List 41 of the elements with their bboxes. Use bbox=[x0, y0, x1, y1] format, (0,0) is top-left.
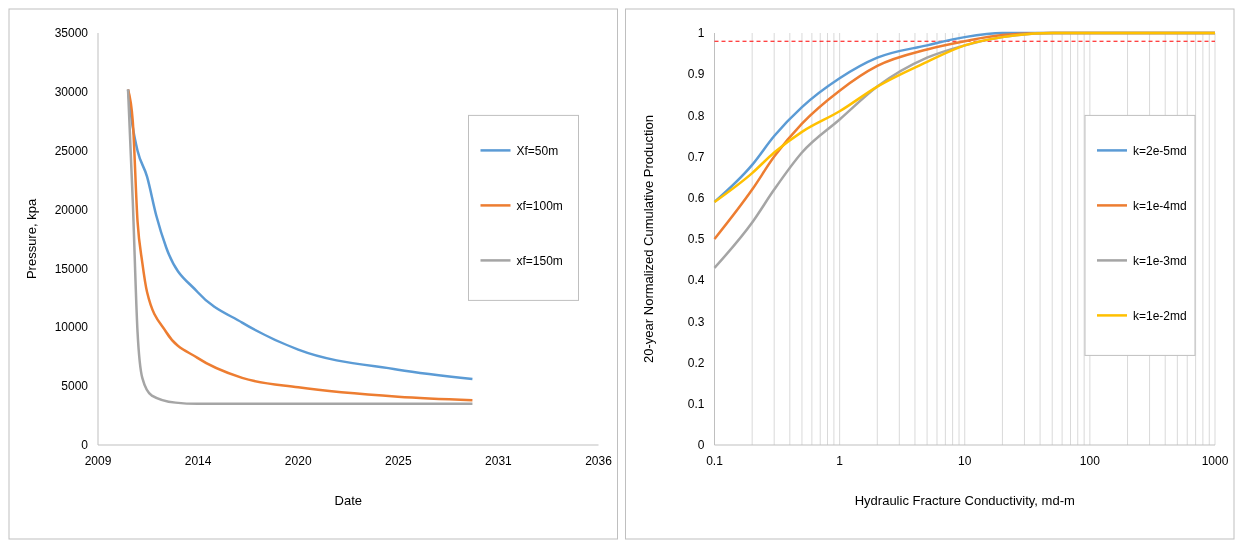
x-tick-label: 1 bbox=[836, 454, 844, 468]
y-tick-label: 0.3 bbox=[687, 314, 705, 329]
y-tick-label: 10000 bbox=[54, 320, 89, 335]
x-tick-label: 2036 bbox=[585, 454, 613, 468]
x-tick-label: 100 bbox=[1079, 454, 1101, 468]
y-axis-title: Pressure, kpa bbox=[24, 198, 39, 280]
y-tick-label: 0.2 bbox=[687, 355, 705, 370]
x-tick-label: 2009 bbox=[84, 454, 112, 468]
legend-label: k=1e-4md bbox=[1133, 198, 1187, 213]
y-tick-label: 0 bbox=[697, 438, 705, 453]
legend-label: xf=150m bbox=[516, 253, 563, 268]
y-tick-label: 0.8 bbox=[687, 108, 705, 123]
y-tick-label: 0.9 bbox=[687, 67, 705, 82]
y-tick-label: 0.1 bbox=[687, 397, 705, 411]
x-tick-label: 2020 bbox=[284, 454, 312, 468]
x-tick-label: 0.1 bbox=[706, 454, 724, 468]
x-axis-title: Date bbox=[334, 493, 362, 508]
y-tick-label: 30000 bbox=[54, 85, 89, 100]
y-axis-title: 20-year Normalized Cumulative Production bbox=[640, 115, 656, 363]
y-tick-label: 1 bbox=[697, 26, 705, 41]
y-tick-label: 5000 bbox=[61, 379, 89, 394]
y-tick-label: 0.4 bbox=[687, 273, 705, 288]
legend-label: k=2e-5md bbox=[1133, 143, 1187, 158]
x-tick-label: 2025 bbox=[384, 454, 412, 468]
x-tick-label: 10 bbox=[958, 454, 972, 468]
y-tick-label: 35000 bbox=[54, 26, 89, 41]
x-tick-label: 2031 bbox=[485, 454, 513, 468]
y-tick-label: 20000 bbox=[54, 202, 89, 217]
x-axis-title: Hydraulic Fracture Conductivity, md-m bbox=[854, 493, 1075, 508]
x-tick-label: 2014 bbox=[184, 454, 212, 468]
y-tick-label: 0 bbox=[81, 438, 89, 453]
y-tick-label: 0.5 bbox=[687, 232, 705, 247]
y-tick-label: 0.7 bbox=[687, 149, 705, 164]
y-tick-label: 15000 bbox=[54, 261, 89, 276]
y-tick-label: 25000 bbox=[54, 143, 89, 158]
legend-label: k=1e-2md bbox=[1133, 308, 1187, 323]
legend-label: k=1e-3md bbox=[1133, 253, 1187, 268]
x-tick-label: 1000 bbox=[1201, 454, 1229, 468]
legend-label: xf=100m bbox=[516, 198, 563, 213]
legend-label: Xf=50m bbox=[516, 143, 559, 158]
y-tick-label: 0.6 bbox=[687, 191, 705, 205]
